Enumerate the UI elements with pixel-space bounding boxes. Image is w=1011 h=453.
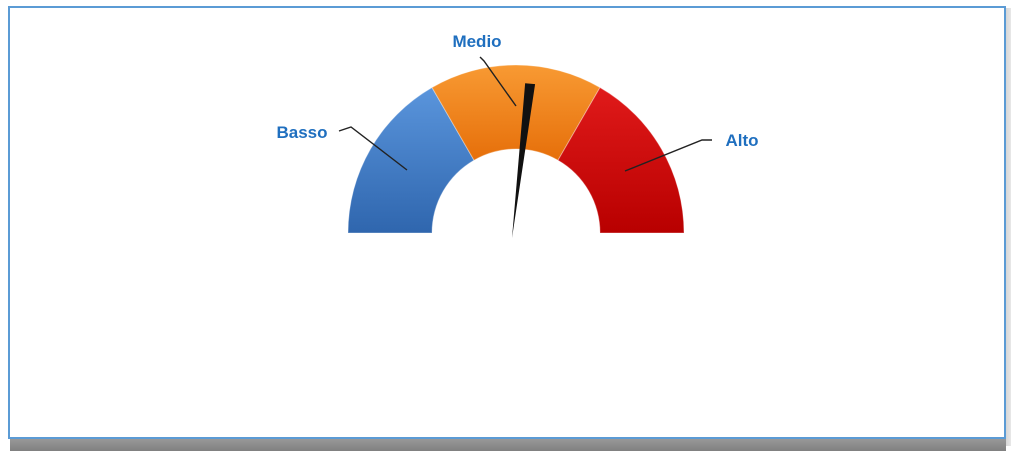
gauge-segment-basso bbox=[347, 86, 475, 234]
gauge-leader-lines bbox=[338, 56, 712, 172]
gauge-needle-group bbox=[512, 83, 536, 239]
leader-line-basso bbox=[338, 126, 408, 171]
gauge-segment-alto bbox=[557, 86, 685, 234]
leader-line-alto bbox=[624, 139, 712, 172]
gauge-label-medio: Medio bbox=[452, 32, 501, 51]
gauge-needle bbox=[512, 83, 536, 239]
leader-line-medio bbox=[479, 56, 517, 107]
gauge-segments bbox=[347, 64, 685, 234]
frame-shadow-right bbox=[1004, 8, 1011, 446]
gauge-label-basso: Basso bbox=[276, 123, 327, 142]
gauge-label-alto: Alto bbox=[725, 131, 758, 150]
frame-shadow-bottom bbox=[10, 438, 1006, 451]
gauge-segment-medio bbox=[431, 64, 601, 161]
gauge-labels: Basso Medio Alto bbox=[276, 32, 758, 150]
